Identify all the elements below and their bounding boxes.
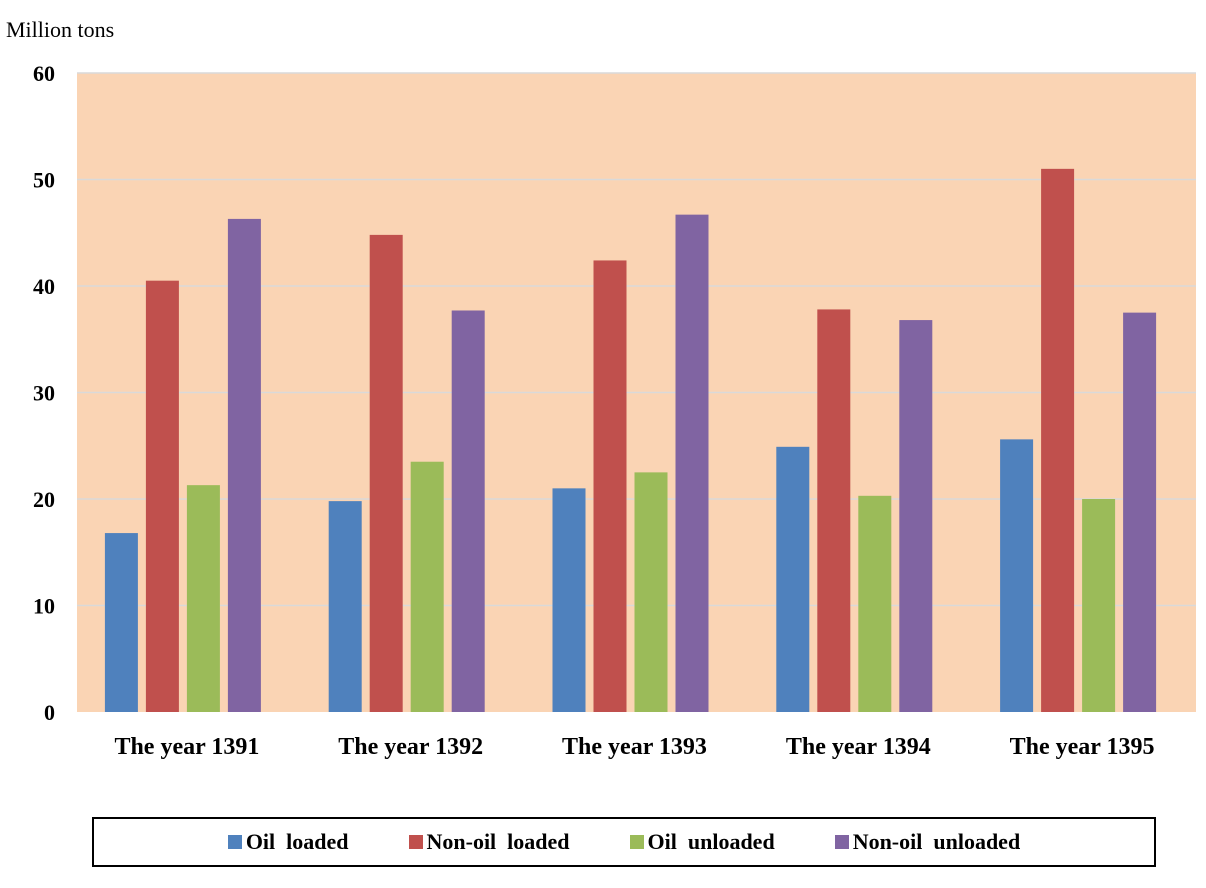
x-category-label: The year 1391	[114, 734, 259, 760]
legend-label: Oil unloaded	[647, 829, 775, 854]
y-tick-label: 0	[44, 700, 55, 725]
bar	[451, 310, 485, 712]
y-axis-label: Million tons	[6, 17, 114, 42]
legend: Oil loaded Non-oil loaded Oil unloaded Non-…	[92, 817, 1156, 867]
legend-swatch	[629, 835, 644, 849]
bar	[817, 309, 851, 712]
y-tick-label: 10	[33, 594, 55, 619]
bar	[410, 461, 444, 712]
bar	[776, 446, 810, 712]
x-category-label: The year 1393	[562, 734, 707, 760]
bar	[675, 214, 709, 712]
bar	[227, 218, 261, 712]
legend-label: Non-oil unloaded	[852, 829, 1021, 854]
legend-swatch	[227, 835, 242, 849]
y-tick-label: 60	[33, 61, 55, 86]
legend-item: Non-oil loaded	[408, 829, 570, 855]
y-tick-label: 50	[33, 168, 55, 193]
x-category-label: The year 1394	[786, 734, 931, 760]
bar	[145, 280, 179, 712]
bar	[186, 485, 220, 712]
legend-swatch	[408, 835, 423, 849]
bar	[104, 533, 138, 712]
legend-swatch	[834, 835, 849, 849]
bar	[1000, 439, 1034, 712]
legend-item: Non-oil unloaded	[834, 829, 1021, 855]
x-category-label: The year 1392	[338, 734, 483, 760]
bar	[552, 488, 586, 712]
y-tick-label: 30	[33, 381, 55, 406]
bar	[858, 495, 892, 712]
bar	[593, 260, 627, 712]
bar	[1123, 312, 1157, 712]
legend-label: Oil loaded	[245, 829, 349, 854]
bar-chart: Million tons 0 10 20 30 40 50 60 The year 1391…	[6, 17, 1196, 760]
legend-item: Oil loaded	[227, 829, 349, 855]
bar	[328, 501, 362, 712]
bar	[899, 320, 933, 712]
legend-item: Oil unloaded	[629, 829, 775, 855]
bar	[369, 234, 403, 712]
bar	[634, 472, 668, 712]
y-tick-label: 20	[33, 487, 55, 512]
bar	[1082, 499, 1116, 712]
bar	[1041, 168, 1075, 713]
legend-label: Non-oil loaded	[426, 829, 570, 854]
x-category-label: The year 1395	[1010, 734, 1155, 760]
y-tick-label: 40	[33, 274, 55, 299]
